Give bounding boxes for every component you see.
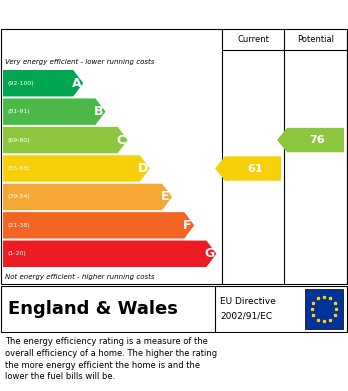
Text: (1-20): (1-20) xyxy=(7,251,26,256)
Text: England & Wales: England & Wales xyxy=(8,300,178,318)
Text: (39-54): (39-54) xyxy=(7,194,30,199)
Text: Not energy efficient - higher running costs: Not energy efficient - higher running co… xyxy=(5,274,155,280)
Text: G: G xyxy=(204,247,215,260)
Text: 76: 76 xyxy=(310,135,325,145)
Polygon shape xyxy=(277,128,344,152)
Polygon shape xyxy=(3,184,172,210)
Text: C: C xyxy=(116,134,125,147)
Text: Energy Efficiency Rating: Energy Efficiency Rating xyxy=(9,7,219,22)
Bar xyxy=(305,289,343,329)
Text: EU Directive: EU Directive xyxy=(220,297,276,306)
Text: F: F xyxy=(183,219,191,232)
Polygon shape xyxy=(215,156,281,181)
Text: 2002/91/EC: 2002/91/EC xyxy=(220,312,272,321)
Text: Potential: Potential xyxy=(297,34,334,43)
Text: 61: 61 xyxy=(247,163,263,174)
Text: (69-80): (69-80) xyxy=(7,138,30,143)
Text: E: E xyxy=(161,190,169,203)
Polygon shape xyxy=(3,155,150,182)
Text: D: D xyxy=(138,162,148,175)
Polygon shape xyxy=(3,99,105,125)
Text: (92-100): (92-100) xyxy=(7,81,34,86)
Text: B: B xyxy=(94,105,103,118)
Text: Current: Current xyxy=(237,34,269,43)
Polygon shape xyxy=(3,240,216,267)
Text: A: A xyxy=(71,77,81,90)
Polygon shape xyxy=(3,212,194,239)
Text: (55-68): (55-68) xyxy=(7,166,30,171)
Text: Very energy efficient - lower running costs: Very energy efficient - lower running co… xyxy=(5,59,155,65)
Text: The energy efficiency rating is a measure of the
overall efficiency of a home. T: The energy efficiency rating is a measur… xyxy=(5,337,217,381)
Polygon shape xyxy=(3,70,83,97)
Text: (21-38): (21-38) xyxy=(7,223,30,228)
Polygon shape xyxy=(3,127,128,153)
Text: (81-91): (81-91) xyxy=(7,109,30,114)
